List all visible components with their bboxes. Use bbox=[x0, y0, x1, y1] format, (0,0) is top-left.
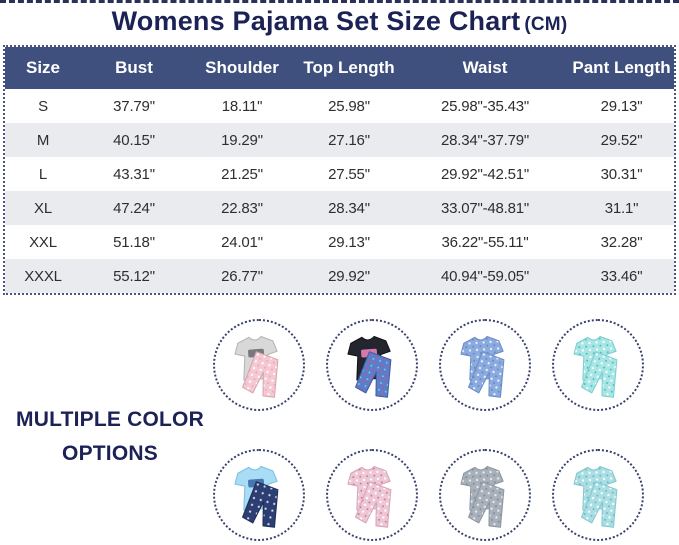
multiple-color-options-label: MULTIPLE COLOR OPTIONS bbox=[10, 403, 210, 471]
product-gallery: MULTIPLE COLOR OPTIONS bbox=[0, 295, 679, 545]
table-row: XL 47.24" 22.83" 28.34" 33.07"-48.81" 31.1" bbox=[5, 191, 674, 225]
product-circle-pink-print-set bbox=[326, 449, 418, 541]
table-cell: 47.24" bbox=[113, 199, 155, 217]
table-row: M 40.15" 19.29" 27.16" 28.34"-37.79" 29.52" bbox=[5, 123, 674, 157]
table-cell: 19.29" bbox=[221, 131, 263, 149]
pajama-set-illustration bbox=[234, 335, 279, 398]
table-row: XXXL 55.12" 26.77" 29.92" 40.94"-59.05" 33.46… bbox=[5, 259, 674, 293]
table-cell: 24.01" bbox=[221, 233, 263, 251]
product-circle-gray-print-set bbox=[439, 449, 531, 541]
table-cell: 37.79" bbox=[113, 97, 155, 115]
header-cell: Pant Length bbox=[572, 58, 671, 77]
table-cell: 43.31" bbox=[113, 165, 155, 183]
table-cell: 29.13" bbox=[600, 97, 643, 115]
header-cell: Waist bbox=[462, 58, 508, 77]
table-cell: XXXL bbox=[24, 267, 62, 285]
table-cell: M bbox=[36, 131, 50, 149]
table-cell: 31.1" bbox=[604, 199, 639, 217]
table-cell: 25.98"-35.43" bbox=[440, 97, 530, 115]
pajama-set-illustration bbox=[460, 335, 505, 398]
table-cell: 30.31" bbox=[600, 165, 643, 183]
table-cell: 28.34"-37.79" bbox=[440, 131, 530, 149]
header-cell: Shoulder bbox=[205, 58, 279, 77]
table-cell: 40.94"-59.05" bbox=[440, 267, 530, 285]
product-circle-light-blue-top-navy-print-pants bbox=[213, 449, 305, 541]
table-cell: 26.77" bbox=[221, 267, 263, 285]
table-cell: 18.11" bbox=[221, 97, 263, 115]
pajama-set-illustration bbox=[573, 465, 618, 528]
table-cell: 29.52" bbox=[600, 131, 643, 149]
pajama-set-illustration bbox=[347, 335, 392, 398]
table-cell: 28.34" bbox=[328, 199, 370, 217]
product-circle-black-graphic-top-multicolor-pants bbox=[326, 319, 418, 411]
header-cell: Bust bbox=[115, 58, 153, 77]
page-title: Womens Pajama Set Size Chart (CM) bbox=[0, 6, 679, 40]
table-cell: 40.15" bbox=[113, 131, 155, 149]
table-cell: 29.13" bbox=[328, 233, 370, 251]
pajama-set-illustration bbox=[234, 465, 279, 528]
table-cell: XL bbox=[34, 199, 52, 217]
table-cell: 25.98" bbox=[328, 97, 370, 115]
table-cell: 27.16" bbox=[328, 131, 370, 149]
pajama-set-illustration bbox=[573, 335, 618, 398]
product-row-bottom bbox=[213, 449, 644, 541]
product-circle-aqua-print-set bbox=[552, 319, 644, 411]
product-row-top bbox=[213, 319, 644, 411]
table-cell: 29.92"-42.51" bbox=[440, 165, 530, 183]
header-cell: Size bbox=[25, 58, 61, 77]
table-row: S 37.79" 18.11" 25.98" 25.98"-35.43" 29.13" bbox=[5, 89, 674, 123]
table-cell: 22.83" bbox=[221, 199, 263, 217]
table-cell: 55.12" bbox=[113, 267, 155, 285]
table-cell: 27.55" bbox=[328, 165, 370, 183]
product-circle-gray-top-pink-floral-pants bbox=[213, 319, 305, 411]
table-cell: 36.22"-55.11" bbox=[441, 233, 529, 251]
table-row: XXL 51.18" 24.01" 29.13" 36.22"-55.11" 32.28" bbox=[5, 225, 674, 259]
caption-line-2: OPTIONS bbox=[62, 442, 158, 465]
table-cell: 32.28" bbox=[600, 233, 643, 251]
page-title-unit: (CM) bbox=[524, 14, 568, 35]
table-body: S 37.79" 18.11" 25.98" 25.98"-35.43" 29.13" M 4… bbox=[5, 89, 674, 293]
table-cell: 21.25" bbox=[221, 165, 263, 183]
pajama-set-illustration bbox=[460, 465, 505, 528]
table-cell: L bbox=[38, 165, 48, 183]
product-circle-aqua-dot-set bbox=[552, 449, 644, 541]
header-cell: Top Length bbox=[303, 58, 395, 77]
product-circle-blue-print-set bbox=[439, 319, 531, 411]
size-chart-table: Size Bust Shoulder Top Length Waist Pant Leng… bbox=[3, 45, 676, 295]
table-cell: S bbox=[38, 97, 48, 115]
pajama-set-illustration bbox=[347, 465, 392, 528]
table-cell: 51.18" bbox=[113, 233, 155, 251]
table-cell: 29.92" bbox=[328, 267, 370, 285]
table-cell: XXL bbox=[29, 233, 57, 251]
table-row: L 43.31" 21.25" 27.55" 29.92"-42.51" 30.31" bbox=[5, 157, 674, 191]
caption-line-1: MULTIPLE COLOR bbox=[16, 408, 204, 431]
table-cell: 33.46" bbox=[600, 267, 643, 285]
table-header-row: Size Bust Shoulder Top Length Waist Pant Leng… bbox=[5, 47, 674, 89]
table-cell: 33.07"-48.81" bbox=[440, 199, 530, 217]
page-title-text: Womens Pajama Set Size Chart bbox=[111, 6, 521, 36]
